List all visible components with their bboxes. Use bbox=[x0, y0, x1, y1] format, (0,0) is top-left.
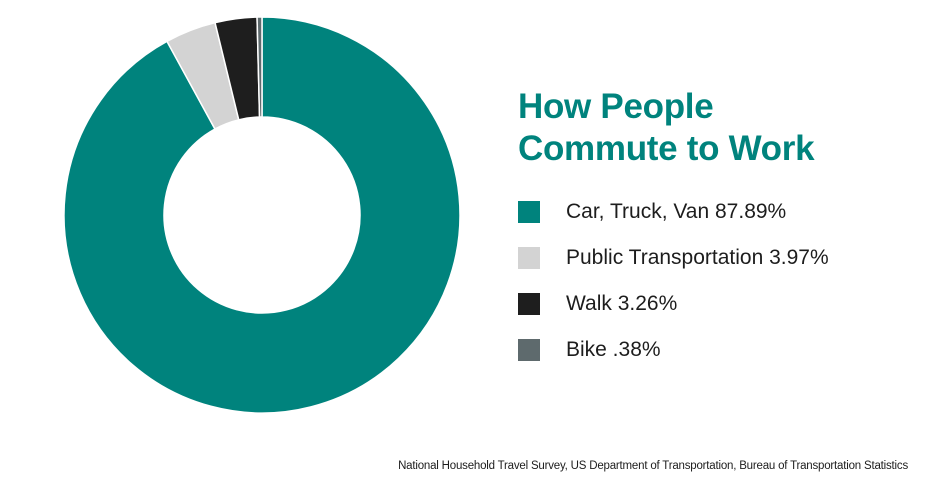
legend-label-walk: Walk 3.26% bbox=[566, 292, 678, 315]
legend-item-car-truck-van: Car, Truck, Van 87.89% bbox=[518, 200, 829, 224]
legend-swatch-public-transportation bbox=[518, 247, 540, 269]
chart-legend: Car, Truck, Van 87.89% Public Transporta… bbox=[518, 200, 829, 384]
donut-slice-car-truck-van bbox=[63, 16, 461, 414]
legend-label-public-transportation: Public Transportation 3.97% bbox=[566, 246, 829, 269]
source-note: National Household Travel Survey, US Dep… bbox=[398, 460, 908, 472]
legend-item-walk: Walk 3.26% bbox=[518, 292, 829, 316]
legend-item-public-transportation: Public Transportation 3.97% bbox=[518, 246, 829, 270]
legend-swatch-bike bbox=[518, 339, 540, 361]
chart-title-line-1: How People bbox=[518, 87, 714, 126]
legend-swatch-walk bbox=[518, 293, 540, 315]
legend-label-bike: Bike .38% bbox=[566, 338, 661, 361]
legend-label-car-truck-van: Car, Truck, Van 87.89% bbox=[566, 200, 787, 223]
chart-title-line-2: Commute to Work bbox=[518, 129, 815, 168]
chart-title: How People Commute to Work bbox=[518, 86, 878, 170]
legend-swatch-car-truck-van bbox=[518, 201, 540, 223]
legend-item-bike: Bike .38% bbox=[518, 338, 829, 362]
donut-slice-bike bbox=[256, 16, 263, 118]
